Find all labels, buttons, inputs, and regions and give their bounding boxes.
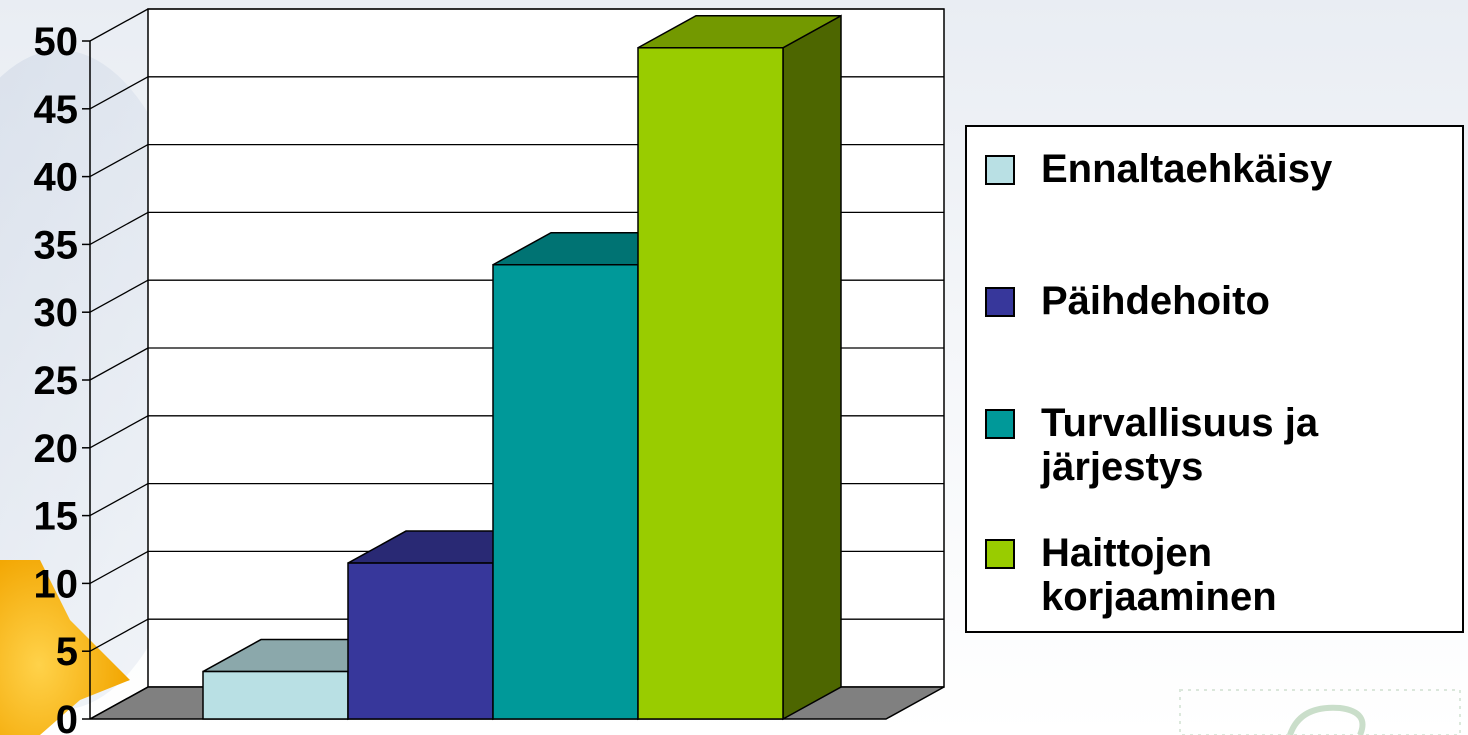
gridline-diagonal [89,279,149,313]
gridline-diagonal [89,618,149,652]
y-tick-label: 40 [34,156,79,200]
bar-front-face [202,670,349,720]
y-tick-label: 10 [34,562,79,606]
y-tick-label: 30 [34,291,79,335]
bar-side-face [782,14,842,721]
bar-front-face [347,562,494,720]
gridline-diagonal [89,76,149,110]
legend-label: Haittojen korjaaminen [1041,531,1277,619]
corner-logo-icon [1179,689,1461,735]
bar-front-face [492,263,639,720]
gridline-diagonal [89,550,149,584]
legend-swatch [985,287,1015,317]
bars [202,14,842,721]
gridline-diagonal [89,8,149,42]
legend-label: Päihdehoito [1041,279,1270,323]
gridline-diagonal [89,415,149,449]
y-tick-label: 45 [34,88,79,132]
gridline-diagonal [89,347,149,381]
gridline-diagonal [89,483,149,517]
legend: Ennaltaehkäisy Päihdehoito Turvallisuus ja… [965,125,1464,633]
y-tick-label: 15 [34,495,79,539]
legend-label: Turvallisuus ja järjestys [1041,401,1319,489]
sun-logo-shape [0,560,130,735]
bar-front-face [637,47,784,720]
y-tick-label: 5 [56,630,78,674]
y-tick-label: 0 [56,698,78,735]
y-tick-label: 35 [34,223,79,267]
y-axis [82,40,91,720]
legend-swatch [985,155,1015,185]
gridline-diagonal [89,211,149,245]
gridline-diagonal [89,686,149,720]
bar [637,14,842,721]
y-tick-label: 25 [34,359,79,403]
legend-label: Ennaltaehkäisy [1041,147,1333,191]
y-tick-label: 20 [34,427,79,471]
gridline-diagonal [89,144,149,178]
legend-swatch [985,409,1015,439]
legend-swatch [985,539,1015,569]
y-tick-label: 50 [34,20,79,64]
y-tick-labels: 0 5 10 15 20 25 30 35 40 45 50 [34,20,79,735]
